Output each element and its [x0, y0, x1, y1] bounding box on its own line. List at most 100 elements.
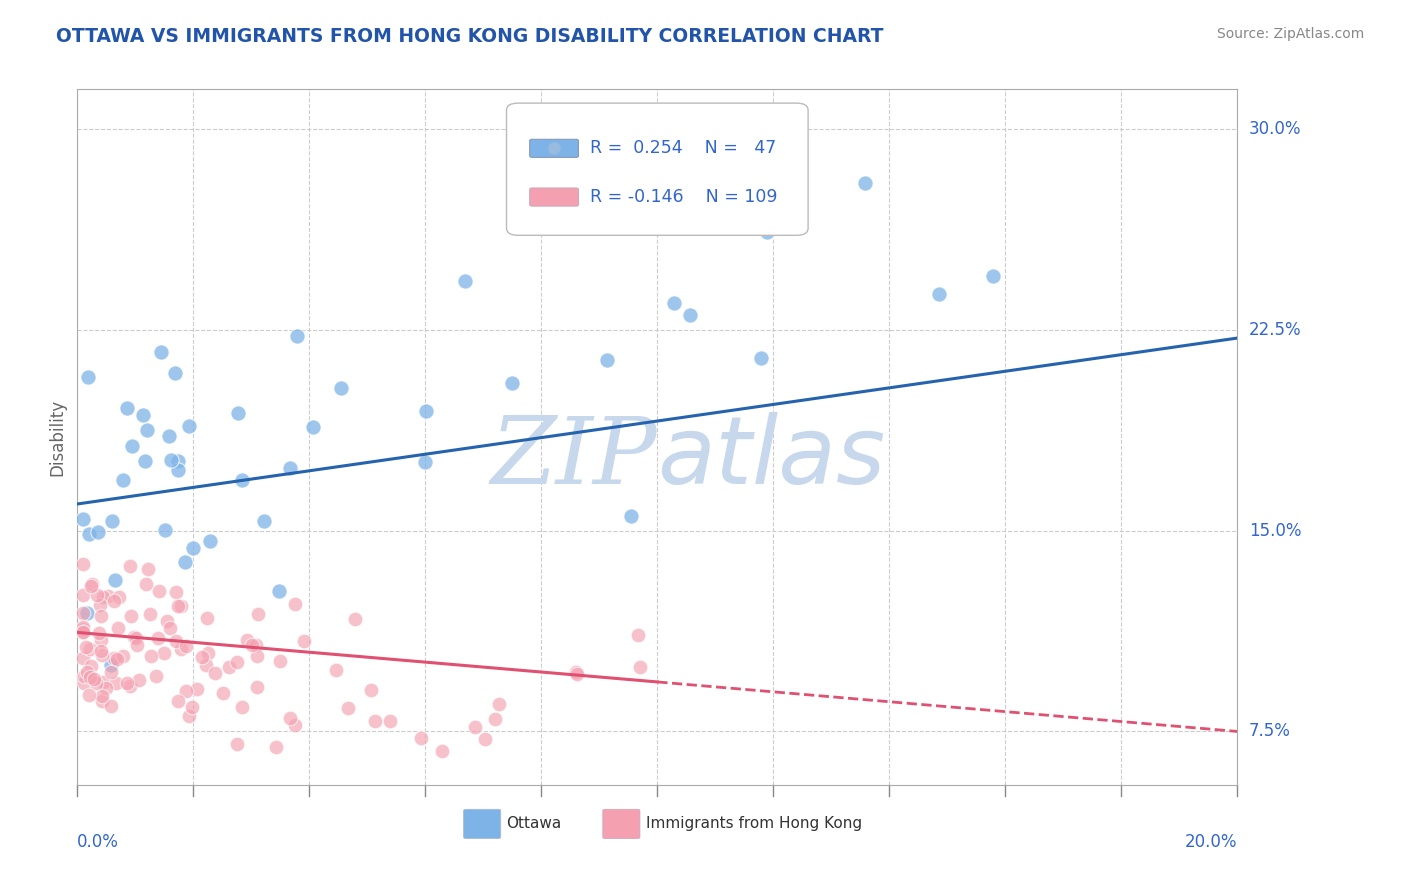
- Point: [247, 607, 270, 621]
- Point: [596, 353, 619, 368]
- Point: [72, 512, 94, 526]
- FancyBboxPatch shape: [530, 139, 578, 157]
- Point: [360, 682, 382, 697]
- Point: [72, 557, 94, 571]
- Point: [132, 409, 155, 423]
- Point: [278, 711, 301, 725]
- Text: 0.0%: 0.0%: [77, 833, 120, 851]
- Point: [269, 654, 291, 668]
- Point: [177, 709, 200, 723]
- Text: ZIP: ZIP: [491, 413, 658, 503]
- Point: [755, 225, 778, 239]
- Point: [153, 523, 176, 537]
- Point: [167, 599, 190, 613]
- Point: [165, 584, 187, 599]
- FancyBboxPatch shape: [464, 809, 501, 838]
- Point: [200, 534, 222, 549]
- Point: [159, 621, 181, 635]
- Point: [97, 589, 120, 603]
- Point: [432, 744, 454, 758]
- Point: [415, 404, 437, 418]
- Point: [75, 640, 97, 654]
- Text: Ottawa: Ottawa: [506, 816, 562, 831]
- Point: [240, 639, 263, 653]
- Point: [484, 713, 506, 727]
- Point: [91, 694, 114, 708]
- Point: [364, 714, 387, 728]
- Point: [173, 555, 195, 569]
- Point: [117, 675, 139, 690]
- Point: [716, 183, 738, 197]
- Point: [155, 615, 177, 629]
- Point: [152, 646, 174, 660]
- Point: [111, 648, 134, 663]
- Point: [292, 633, 315, 648]
- Point: [101, 514, 124, 528]
- Point: [107, 621, 129, 635]
- Point: [166, 634, 188, 648]
- Text: 7.5%: 7.5%: [1249, 723, 1291, 740]
- Point: [91, 675, 114, 690]
- Point: [195, 657, 218, 672]
- Point: [77, 527, 100, 541]
- Point: [90, 644, 112, 658]
- Point: [118, 679, 141, 693]
- Point: [72, 588, 94, 602]
- Point: [139, 648, 162, 663]
- Point: [72, 620, 94, 634]
- Text: Source: ZipAtlas.com: Source: ZipAtlas.com: [1216, 27, 1364, 41]
- Point: [170, 599, 193, 613]
- Point: [103, 651, 125, 665]
- Point: [80, 658, 103, 673]
- Point: [118, 558, 141, 573]
- Point: [981, 268, 1004, 283]
- Point: [197, 646, 219, 660]
- Text: R = -0.146    N = 109: R = -0.146 N = 109: [591, 188, 778, 206]
- Point: [413, 455, 436, 469]
- Point: [678, 309, 700, 323]
- Point: [231, 473, 253, 487]
- Point: [565, 665, 588, 680]
- Point: [749, 351, 772, 365]
- Point: [235, 633, 257, 648]
- Point: [76, 665, 98, 679]
- Point: [135, 577, 157, 591]
- Point: [565, 667, 588, 681]
- Point: [73, 668, 96, 682]
- Point: [80, 577, 103, 591]
- Point: [195, 611, 218, 625]
- Point: [302, 420, 325, 434]
- Point: [86, 588, 108, 602]
- Point: [174, 684, 197, 698]
- Y-axis label: Disability: Disability: [48, 399, 66, 475]
- Point: [72, 625, 94, 640]
- Point: [225, 655, 247, 669]
- Point: [120, 608, 142, 623]
- Point: [100, 657, 122, 672]
- Point: [627, 628, 650, 642]
- Point: [409, 731, 432, 746]
- Point: [166, 463, 188, 477]
- Point: [245, 639, 267, 653]
- Point: [246, 680, 269, 694]
- Point: [474, 732, 496, 747]
- Point: [170, 642, 193, 657]
- Point: [72, 607, 94, 621]
- Point: [79, 670, 101, 684]
- Point: [104, 675, 127, 690]
- Point: [87, 626, 110, 640]
- Point: [145, 669, 167, 683]
- Point: [79, 688, 101, 702]
- Point: [464, 720, 486, 734]
- Point: [103, 594, 125, 608]
- Text: R =  0.254    N =   47: R = 0.254 N = 47: [591, 139, 776, 157]
- Point: [181, 541, 204, 556]
- Point: [105, 652, 128, 666]
- Point: [135, 423, 157, 437]
- Point: [344, 612, 367, 626]
- Point: [226, 406, 249, 420]
- Point: [150, 345, 173, 359]
- Point: [264, 740, 287, 755]
- Point: [79, 641, 101, 656]
- Point: [128, 673, 150, 688]
